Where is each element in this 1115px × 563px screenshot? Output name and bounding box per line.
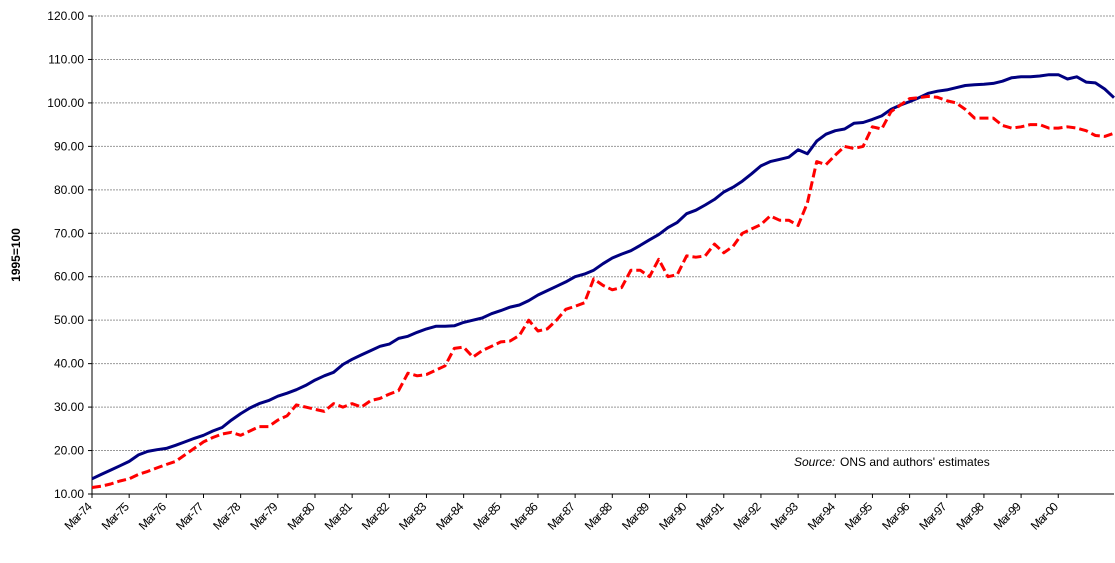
x-tick-label: Mar-96 — [879, 499, 912, 532]
y-tick-label: 60.00 — [54, 270, 84, 284]
x-tick-label: Mar-80 — [285, 499, 318, 532]
y-tick-label: 40.00 — [54, 357, 84, 371]
x-tick-label: Mar-81 — [322, 499, 355, 532]
x-tick-label: Mar-97 — [916, 499, 949, 532]
x-tick-label: Mar-91 — [693, 499, 726, 532]
y-tick-label: 120.00 — [47, 9, 84, 23]
x-tick-label: Mar-79 — [247, 499, 280, 532]
x-tick-label: Mar-94 — [805, 499, 838, 532]
annotation: ONS and authors' estimates — [840, 455, 990, 469]
y-tick-label: 100.00 — [47, 96, 84, 110]
y-tick-label: 80.00 — [54, 183, 84, 197]
x-tick-label: Mar-93 — [768, 499, 801, 532]
x-tick-label: Mar-90 — [656, 499, 689, 532]
x-tick-label: Mar-74 — [62, 499, 95, 532]
x-tick-label: Mar-84 — [433, 499, 466, 532]
y-tick-label: 50.00 — [54, 313, 84, 327]
x-tick-label: Mar-85 — [470, 499, 503, 532]
x-tick-label: Mar-89 — [619, 499, 652, 532]
x-tick-label: Mar-86 — [508, 499, 541, 532]
y-tick-label: 10.00 — [54, 487, 84, 501]
annotation-prefix: Source: — [794, 455, 835, 469]
x-tick-label: Mar-76 — [136, 499, 169, 532]
x-tick-label: Mar-83 — [396, 499, 429, 532]
y-tick-label: 110.00 — [48, 52, 84, 66]
x-tick-label: Mar-88 — [582, 499, 615, 532]
x-tick-label: Mar-95 — [842, 499, 875, 532]
y-tick-label: 20.00 — [54, 444, 84, 458]
x-tick-label: Mar-87 — [545, 499, 578, 532]
y-axis-label: 1995=100 — [9, 228, 23, 282]
y-tick-label: 90.00 — [54, 139, 84, 153]
x-tick-label: Mar-78 — [210, 499, 243, 532]
x-tick-label: Mar-77 — [173, 499, 206, 532]
y-tick-label: 30.00 — [54, 400, 84, 414]
x-tick-label: Mar-00 — [1028, 499, 1061, 532]
x-tick-label: Mar-92 — [731, 499, 764, 532]
x-tick-label: Mar-99 — [991, 499, 1024, 532]
series-line — [91, 94, 1115, 489]
y-tick-label: 70.00 — [54, 226, 84, 240]
x-tick-label: Mar-98 — [954, 499, 987, 532]
series-line — [91, 73, 1115, 481]
x-tick-label: Mar-75 — [99, 499, 132, 532]
x-tick-label: Mar-82 — [359, 499, 392, 532]
